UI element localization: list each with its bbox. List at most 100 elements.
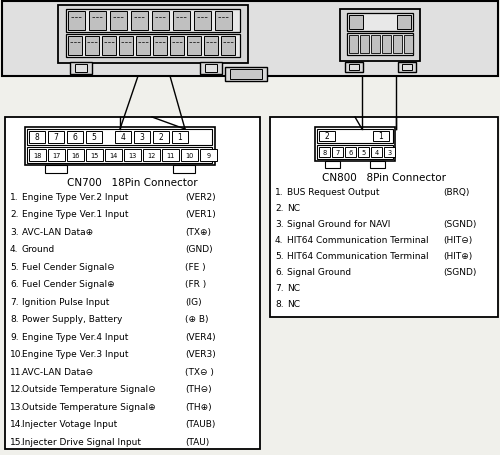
Text: (TH⊖): (TH⊖) (185, 384, 212, 394)
Bar (317, 146, 393, 160)
Bar (319, 131, 335, 142)
Text: Injecter Drive Signal Input: Injecter Drive Signal Input (22, 437, 141, 446)
Bar (172, 131, 188, 144)
Bar (5, 118, 260, 449)
Bar (221, 37, 235, 56)
Bar (153, 37, 167, 56)
Text: 12.: 12. (10, 384, 24, 394)
Text: BUS Request Output: BUS Request Output (287, 187, 380, 197)
Bar (340, 10, 420, 62)
Bar (75, 65, 87, 73)
Bar (404, 36, 413, 54)
Bar (370, 162, 385, 169)
Bar (332, 148, 343, 157)
Text: (TAUB): (TAUB) (185, 420, 216, 429)
Bar (27, 148, 212, 164)
Text: 6: 6 (72, 133, 78, 142)
Text: 6.: 6. (10, 280, 18, 289)
Bar (105, 150, 122, 162)
Text: 4: 4 (120, 133, 126, 142)
Bar (110, 12, 127, 31)
Text: 7.: 7. (275, 283, 283, 293)
Text: 2.: 2. (275, 203, 283, 212)
Bar (25, 128, 215, 166)
Bar (58, 6, 248, 64)
Text: (TAU): (TAU) (185, 437, 209, 446)
Text: AVC-LAN Data⊖: AVC-LAN Data⊖ (22, 367, 93, 376)
Bar (347, 14, 413, 32)
Text: (FR ): (FR ) (185, 280, 206, 289)
Bar (152, 12, 169, 31)
Text: (BRQ): (BRQ) (443, 187, 469, 197)
Bar (48, 131, 64, 144)
Text: 7.: 7. (10, 298, 18, 306)
Bar (86, 150, 103, 162)
Text: 3: 3 (388, 150, 392, 156)
Bar (393, 36, 402, 54)
Text: 13: 13 (128, 153, 136, 159)
Text: 9: 9 (206, 153, 210, 159)
Text: (⊕ B): (⊕ B) (185, 315, 208, 324)
Bar (200, 63, 222, 75)
Text: (TH⊕): (TH⊕) (185, 402, 212, 411)
Bar (384, 148, 395, 157)
Bar (319, 148, 330, 157)
Text: HIT64 Communication Terminal: HIT64 Communication Terminal (287, 236, 428, 244)
Text: 4.: 4. (275, 236, 283, 244)
Bar (27, 130, 212, 146)
Text: Fuel Cender Signal⊕: Fuel Cender Signal⊕ (22, 280, 114, 289)
Text: (VER4): (VER4) (185, 332, 216, 341)
Text: CN800   8Pin Connector: CN800 8Pin Connector (322, 172, 446, 182)
Text: 8: 8 (34, 133, 40, 142)
Text: Signal Ground for NAVI: Signal Ground for NAVI (287, 219, 391, 228)
Text: 6.: 6. (275, 268, 283, 276)
Text: 14.: 14. (10, 420, 24, 429)
Bar (215, 12, 232, 31)
Bar (68, 12, 85, 31)
Bar (230, 70, 262, 80)
Text: 5.: 5. (275, 252, 283, 260)
Bar (134, 131, 150, 144)
Bar (360, 36, 369, 54)
Bar (345, 148, 356, 157)
Text: 2: 2 (158, 133, 164, 142)
Bar (66, 35, 240, 58)
Text: (VER3): (VER3) (185, 350, 216, 359)
Text: Engine Type Ver.1 Input: Engine Type Ver.1 Input (22, 210, 128, 219)
Text: 1.: 1. (275, 187, 283, 197)
Bar (2, 2, 498, 77)
Text: 10: 10 (186, 153, 194, 159)
Text: Engine Type Ver.3 Input: Engine Type Ver.3 Input (22, 350, 128, 359)
Bar (371, 148, 382, 157)
Bar (115, 131, 131, 144)
Bar (68, 37, 82, 56)
Text: Ignition Pulse Input: Ignition Pulse Input (22, 298, 110, 306)
Text: 9.: 9. (10, 332, 18, 341)
Text: Fuel Cender Signal⊖: Fuel Cender Signal⊖ (22, 263, 114, 271)
Bar (194, 12, 211, 31)
Text: 11.: 11. (10, 367, 24, 376)
Bar (70, 63, 92, 75)
Bar (317, 130, 393, 144)
Bar (345, 63, 363, 73)
Text: (HIT⊕): (HIT⊕) (443, 252, 472, 260)
Text: Engine Type Ver.2 Input: Engine Type Ver.2 Input (22, 192, 128, 202)
Text: 1: 1 (378, 132, 384, 141)
Text: 18: 18 (34, 153, 42, 159)
Bar (173, 166, 195, 174)
Text: 4: 4 (374, 150, 378, 156)
Bar (45, 166, 67, 174)
Bar (119, 37, 133, 56)
Bar (29, 131, 45, 144)
Text: 8: 8 (322, 150, 326, 156)
Text: Outside Temperature Signal⊖: Outside Temperature Signal⊖ (22, 384, 156, 394)
Bar (67, 131, 83, 144)
Bar (86, 131, 102, 144)
Text: 1.: 1. (10, 192, 18, 202)
Bar (85, 37, 99, 56)
Text: CN700   18Pin Connector: CN700 18Pin Connector (67, 177, 198, 187)
Text: (HIT⊖): (HIT⊖) (443, 236, 472, 244)
Bar (205, 65, 217, 73)
Text: HIT64 Communication Terminal: HIT64 Communication Terminal (287, 252, 428, 260)
Text: (SGND): (SGND) (443, 268, 476, 276)
